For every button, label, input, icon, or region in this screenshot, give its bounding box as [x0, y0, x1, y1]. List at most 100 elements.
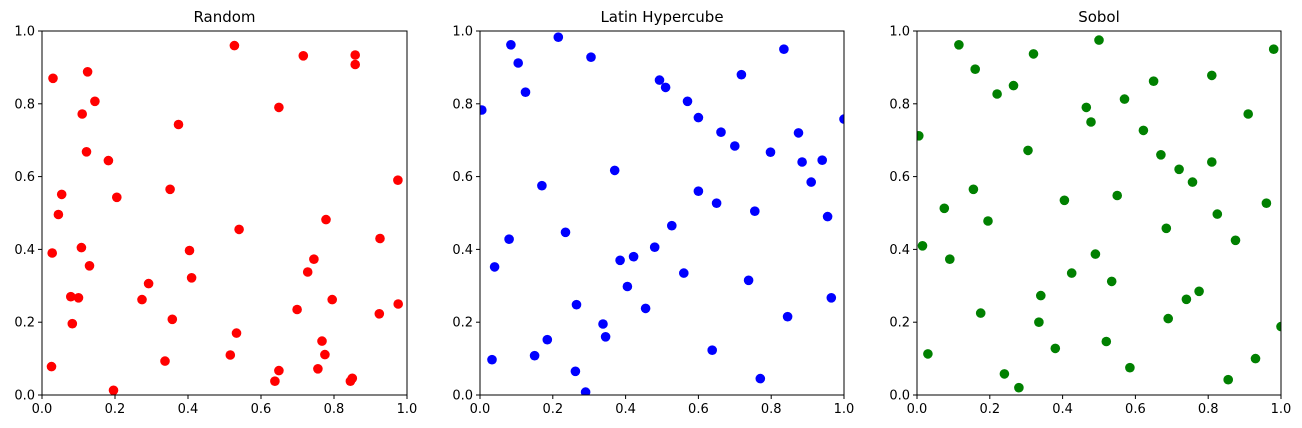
y-tick-label: 0.8: [452, 97, 473, 112]
scatter-point: [730, 141, 740, 151]
y-tick-label: 1.0: [889, 25, 910, 40]
scatter-point: [487, 354, 497, 365]
scatter-point: [184, 245, 195, 256]
scatter-point: [1181, 294, 1192, 305]
scatter-point: [537, 180, 547, 191]
scatter-point: [615, 255, 625, 266]
x-tick-label: 0.0: [907, 402, 928, 417]
y-tick-label: 1.0: [14, 25, 35, 40]
scatter-point: [1090, 249, 1101, 259]
scatter-point: [806, 177, 816, 187]
scatter-point: [839, 114, 844, 124]
scatter-point: [270, 376, 280, 387]
scatter-point: [945, 254, 955, 264]
scatter-point: [707, 345, 717, 356]
scatter-point: [667, 220, 677, 231]
scatter-point: [321, 214, 331, 225]
scatter-point: [84, 261, 95, 271]
scatter-point: [999, 369, 1010, 379]
scatter-point: [649, 242, 660, 252]
scatter-point: [571, 299, 582, 310]
scatter-point: [513, 58, 523, 68]
x-tick-label: 0.4: [1052, 402, 1073, 417]
x-tick-label: 1.0: [397, 402, 418, 417]
scatter-point: [1059, 195, 1070, 206]
chart-title-latin-hypercube: Latin Hypercube: [600, 8, 723, 26]
scatter-point: [598, 319, 608, 329]
scatter-point: [1125, 362, 1135, 373]
scatter-point: [48, 73, 58, 84]
scatter-point: [660, 82, 671, 93]
scatter-point: [970, 64, 980, 74]
scatter-point: [393, 299, 404, 309]
x-tick-label: 0.2: [979, 402, 1000, 417]
scatter-point: [345, 376, 356, 387]
scatter-point: [622, 281, 633, 292]
scatter-point: [1023, 145, 1033, 156]
scatter-point: [313, 364, 323, 374]
axes-frame: [479, 30, 845, 396]
scatter-point: [716, 127, 726, 137]
scatter-point: [1163, 313, 1173, 324]
scatter-point: [750, 206, 760, 216]
scatter-point: [600, 332, 611, 342]
points-latin-hypercube: [480, 32, 844, 395]
scatter-point: [793, 128, 804, 138]
scatter-point: [1086, 117, 1096, 127]
scatter-point: [112, 192, 122, 203]
scatter-point: [173, 119, 184, 130]
scatter-point: [292, 304, 302, 315]
y-tick-label: 0.0: [452, 389, 473, 404]
scatter-point: [1138, 125, 1149, 136]
scatter-point: [393, 175, 403, 185]
scatter-point: [1081, 102, 1092, 113]
y-tick-label: 0.8: [14, 97, 35, 112]
scatter-point: [1174, 164, 1184, 175]
y-tick-label: 0.6: [14, 170, 35, 185]
scatter-point: [320, 349, 330, 360]
chart-title-sobol: Sobol: [1078, 8, 1120, 26]
scatter-point: [586, 52, 596, 62]
scatter-point: [1008, 80, 1019, 91]
scatter-point: [923, 349, 933, 359]
scatter-point: [1050, 343, 1061, 354]
scatter-point: [1187, 177, 1198, 187]
x-tick-label: 0.6: [251, 402, 272, 417]
scatter-point: [1268, 44, 1279, 54]
scatter-point: [225, 350, 236, 360]
scatter-point: [1014, 382, 1024, 393]
scatter-point: [1250, 353, 1261, 364]
scatter-point: [143, 278, 154, 289]
scatter-point: [711, 198, 722, 208]
scatter-point: [817, 155, 827, 165]
subplot-sobol: Sobol 0.0 0.2 0.4 0.6 0.8 1.0 0.0 0.2 0.4 0.6 0.8 1.…: [889, 8, 1291, 417]
scatter-point: [1119, 94, 1130, 104]
scatter-point: [67, 318, 78, 329]
scatter-point: [1028, 49, 1039, 59]
scatter-point: [302, 267, 313, 277]
scatter-point: [1161, 223, 1172, 234]
y-tick-label: 0.6: [452, 170, 473, 185]
scatter-point: [968, 184, 979, 195]
scatter-point: [1036, 290, 1046, 301]
y-tick-label: 0.4: [889, 243, 910, 258]
scatter-point: [1276, 321, 1281, 332]
y-tick-label: 0.6: [889, 170, 910, 185]
scatter-point: [375, 233, 385, 244]
scatter-point: [1207, 157, 1217, 167]
x-tick-label: 0.8: [324, 402, 345, 417]
scatter-point: [983, 216, 993, 226]
scatter-point: [165, 184, 175, 195]
scatter-point: [309, 254, 319, 264]
x-tick-label: 0.8: [1198, 402, 1219, 417]
scatter-point: [939, 203, 950, 214]
scatter-point: [1106, 276, 1117, 287]
scatter-point: [186, 273, 197, 283]
scatter-point: [350, 50, 361, 60]
scatter-point: [822, 211, 833, 222]
scatter-point: [1223, 374, 1233, 385]
x-tick-label: 0.8: [761, 402, 782, 417]
scatter-point: [1148, 76, 1159, 86]
x-tick-label: 1.0: [834, 402, 855, 417]
